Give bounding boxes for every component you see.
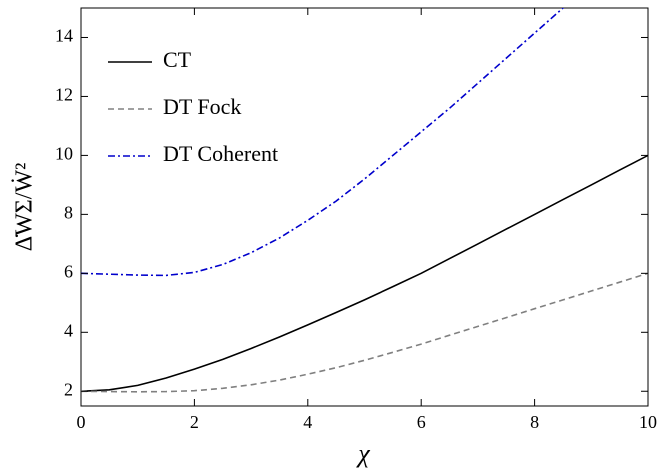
x-tick-label: 2: [190, 412, 199, 432]
y-tick-label: 12: [55, 85, 73, 105]
y-tick-label: 8: [64, 202, 73, 222]
y-tick-label: 2: [64, 379, 73, 399]
y-tick-label: 14: [55, 26, 73, 46]
legend-label: DT Coherent: [163, 141, 278, 166]
y-tick-label: 6: [64, 261, 73, 281]
y-tick-label: 4: [64, 320, 73, 340]
x-tick-label: 6: [417, 412, 426, 432]
plot-area: [81, 8, 648, 393]
plot-frame: [80, 7, 649, 407]
x-axis-label: χ: [355, 439, 370, 468]
series-line: [81, 8, 565, 277]
y-tick-label: 10: [55, 144, 73, 164]
series-line: [81, 272, 648, 393]
legend-label: DT Fock: [163, 94, 241, 119]
legend-label: CT: [163, 47, 192, 72]
y-axis-label: Δ̇WΣ/Ẇ²: [12, 163, 38, 252]
x-tick-label: 10: [639, 412, 657, 432]
series-line: [81, 154, 648, 393]
x-tick-label: 0: [77, 412, 86, 432]
x-tick-label: 4: [303, 412, 312, 432]
x-tick-label: 8: [530, 412, 539, 432]
